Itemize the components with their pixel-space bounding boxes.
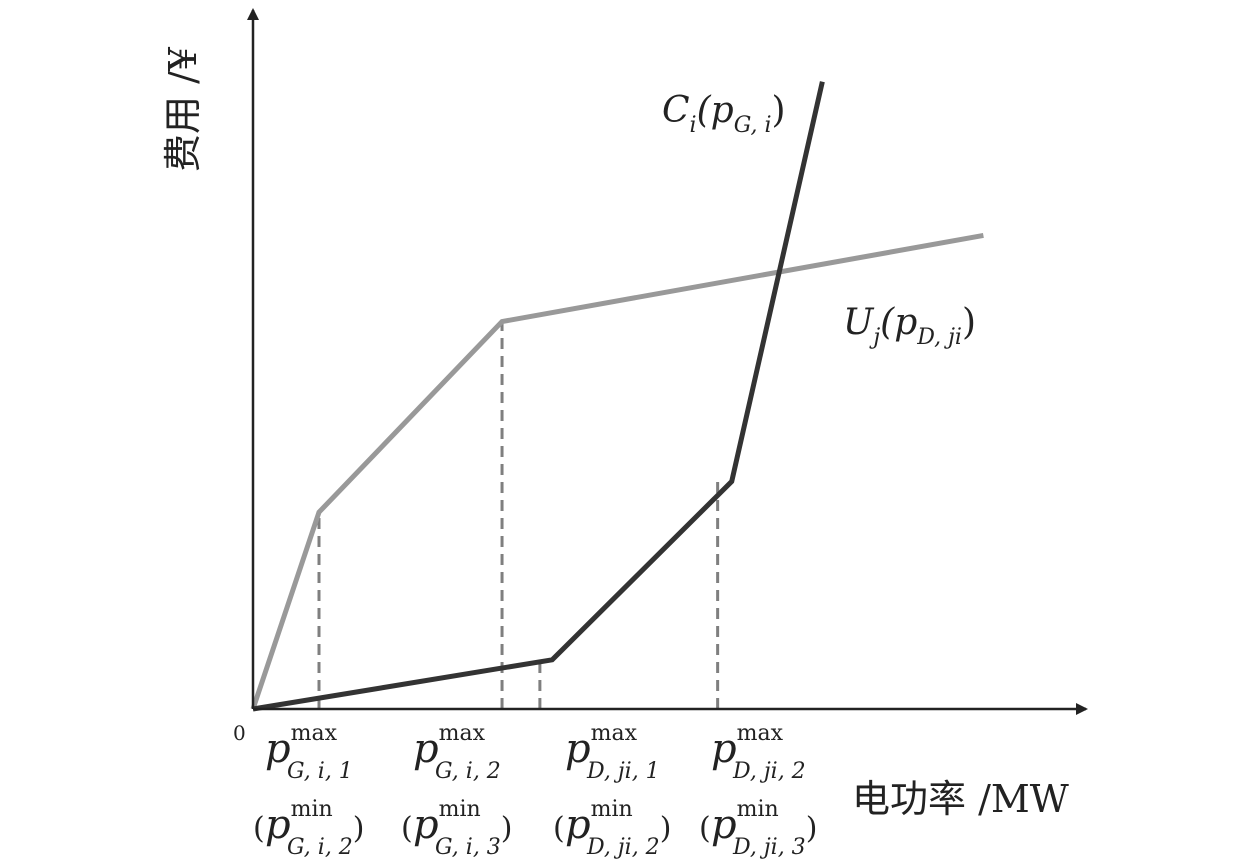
tick-label-min-1: (pmin G, i, 2) <box>253 797 365 860</box>
tick-label-min-2: (pmin G, i, 3) <box>401 797 513 860</box>
series-labels: Ci(pG, i) Uj(pD, ji) <box>662 90 976 350</box>
x-tick-labels: pmax G, i, 1 (pmin G, i, 2) pmax G, i, 2 (pmin… <box>253 721 817 860</box>
origin-label: 0 <box>233 721 246 745</box>
tick-label-max-3: pmax D, ji, 1 <box>565 721 660 784</box>
tick-label-max-4: pmax D, ji, 2 <box>711 721 806 784</box>
x-axis-label: 电功率 /MW <box>852 777 1069 821</box>
tick-label-max-2: pmax G, i, 2 <box>413 721 501 784</box>
cost-line <box>252 81 825 712</box>
tick-label-min-3: (pmin D, ji, 2) <box>553 797 671 860</box>
utility-curve-label: Uj(pD, ji) <box>843 302 976 350</box>
cost-curve-label: Ci(pG, i) <box>662 90 786 138</box>
y-axis-label: 费用 /¥ <box>161 46 205 172</box>
guide-lines <box>317 321 720 709</box>
utility-line <box>250 232 984 710</box>
series-lines <box>250 81 984 712</box>
tick-label-min-4: (pmin D, ji, 3) <box>699 797 817 860</box>
tick-label-max-1: pmax G, i, 1 <box>265 721 353 784</box>
